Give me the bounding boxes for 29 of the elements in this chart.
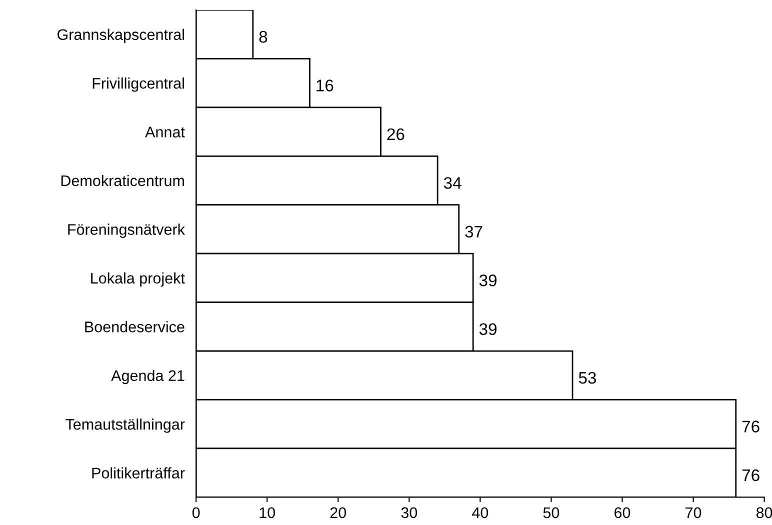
x-tick-label: 0	[192, 507, 200, 518]
data-label: 8	[259, 30, 268, 43]
data-label: 53	[578, 372, 596, 384]
y-tick-label: Lokala projekt	[91, 272, 185, 287]
data-label: 76	[742, 420, 760, 432]
x-tick-label: 30	[401, 507, 418, 518]
data-label: 39	[479, 274, 497, 286]
x-tick-label: 40	[472, 507, 488, 518]
data-label: 76	[742, 469, 760, 482]
y-tick-label: Frivilligcentral	[92, 78, 184, 92]
y-tick-label: Annat	[145, 126, 185, 138]
x-tick-label: 10	[260, 507, 276, 518]
data-label: 39	[479, 323, 497, 336]
y-tick-label: Grannskapscentral	[58, 28, 184, 44]
x-tick-label: 80	[756, 507, 772, 518]
data-label: 26	[387, 128, 404, 140]
y-tick-label: Temautställningar	[66, 418, 185, 433]
y-tick-label: Demokraticentrum	[61, 174, 184, 186]
y-tick-label: Politikerträffar	[92, 467, 185, 478]
data-label: 37	[465, 226, 482, 238]
y-tick-label: Boendeservice	[85, 321, 184, 332]
x-tick-label: 50	[543, 507, 560, 518]
y-tick-label: Agenda 21	[111, 370, 184, 384]
y-tick-label: Föreningsnätverk	[68, 224, 186, 238]
x-tick-label: 60	[614, 507, 630, 518]
x-tick-label: 70	[686, 507, 702, 518]
data-label: 16	[316, 80, 334, 92]
data-label: 34	[444, 177, 462, 189]
x-tick-label: 20	[330, 507, 346, 518]
